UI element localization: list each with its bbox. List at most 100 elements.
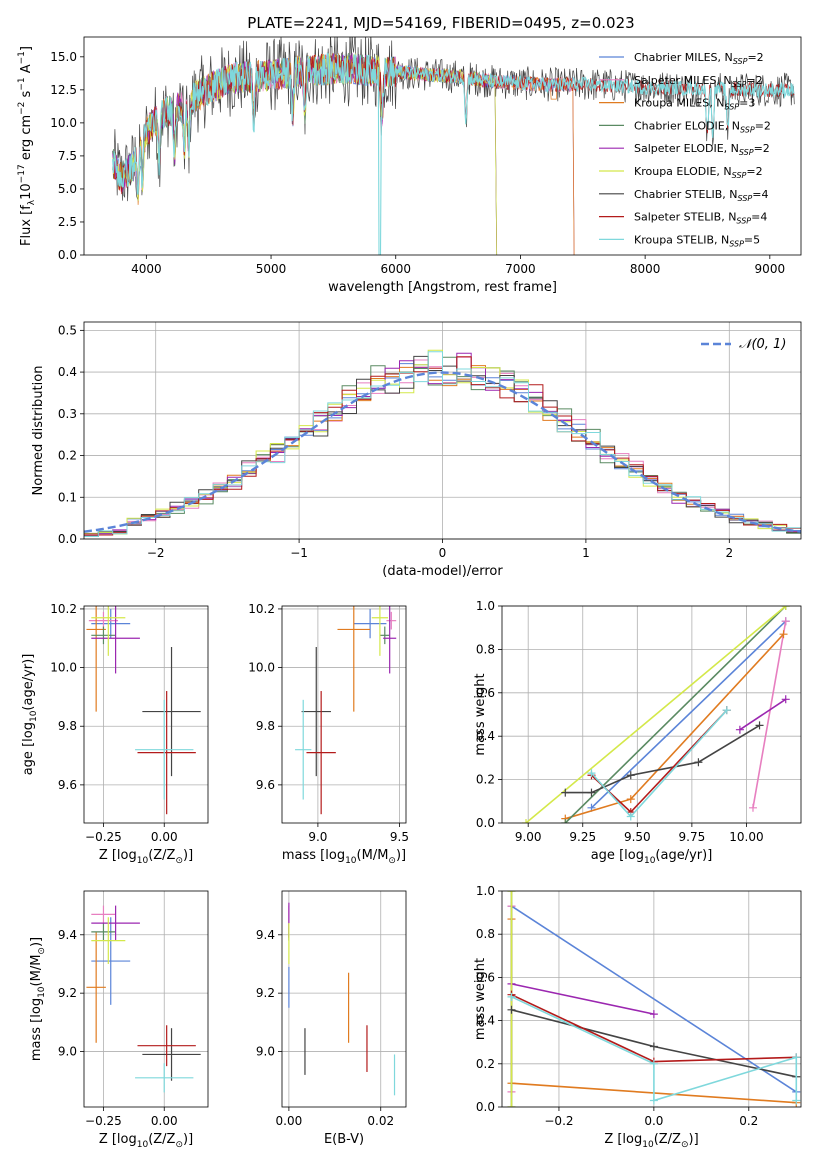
- plus-marker: [507, 1005, 516, 1014]
- plus-marker: [649, 1059, 658, 1068]
- legend-entry: Kroupa ELODIE, NSSP=2: [634, 165, 763, 180]
- x-tick-label: 0.00: [276, 1114, 303, 1128]
- y-tick-label: 9.4: [256, 928, 275, 942]
- y-tick-label: 0.4: [476, 729, 495, 743]
- mass-weight-line-chabrier-miles: [590, 620, 787, 809]
- y-axis-label: age [log10​(age/yr)]: [21, 654, 39, 776]
- y-axis-label: mass weight: [473, 958, 488, 1040]
- plus-marker: [755, 721, 764, 730]
- x-tick-label: 0: [439, 546, 447, 560]
- mass-weight-line-kroupa-elodie: [525, 606, 787, 823]
- y-tick-label: 10.0: [50, 661, 77, 675]
- plus-marker: [748, 803, 757, 812]
- errorbar-point-kroupa-miles: [86, 931, 106, 1043]
- mass-weight-line-salpeter-stelib: [590, 709, 728, 814]
- plot-area-massweight_vs_age: [522, 606, 790, 823]
- errorbar-point-chabrier-elodie: [379, 626, 390, 645]
- y-tick-label: 0.1: [58, 490, 77, 504]
- errorbar-point-salpeter-elodie: [383, 606, 397, 674]
- plus-marker: [694, 758, 703, 767]
- y-tick-label: 9.0: [58, 1045, 77, 1059]
- x-tick-label: 2: [725, 546, 733, 560]
- y-tick-label: 0.3: [58, 407, 77, 421]
- x-tick-label: 10.00: [729, 830, 763, 844]
- chart-title: PLATE=2241, MJD=54169, FIBERID=0495, z=0…: [247, 14, 634, 32]
- legend-entry: Salpeter ELODIE, NSSP=2: [634, 142, 770, 157]
- errorbar-point-salpeter-stelib: [137, 691, 196, 815]
- legend-entry: Chabrier ELODIE, NSSP=2: [634, 119, 771, 134]
- y-tick-label: 10.0: [248, 661, 275, 675]
- x-tick-label: −0.25: [85, 1114, 122, 1128]
- spectrum-line-salpeter-stelib: [112, 53, 795, 195]
- axes-age_vs_mass: 9.0 9.5 9.6 9.8 10.0 10.2 mass [log10​(M/M⊙​)]: [248, 602, 409, 866]
- y-tick-label: 10.2: [50, 602, 77, 616]
- x-tick-label: −1: [290, 546, 308, 560]
- axes-mass_vs_EBV: 0.00 0.02 9.0 9.2 9.4 E(B-V): [256, 890, 407, 1147]
- x-tick-label: 0.00: [151, 830, 178, 844]
- legend-entry: Salpeter MILES, NSSP=2: [634, 74, 763, 89]
- x-tick-label: 1: [582, 546, 590, 560]
- plus-marker: [779, 630, 788, 639]
- errorbar-point-kroupa-stelib: [295, 699, 312, 800]
- y-axis-label: mass [log10​(M/M⊙​)]: [29, 937, 47, 1061]
- x-axis-label: Z [log10​(Z/Z⊙​)]: [604, 1132, 698, 1150]
- y-tick-label: 0.8: [476, 927, 495, 941]
- y-tick-label: 9.4: [58, 928, 77, 942]
- y-tick-label: 0.0: [476, 1100, 495, 1114]
- plot-area-spectrum: [112, 37, 795, 255]
- plus-marker: [722, 706, 731, 715]
- y-tick-label: 0.4: [476, 1014, 495, 1028]
- mass-weight-line-salpeter-elodie: [739, 698, 787, 731]
- plus-marker: [781, 617, 790, 626]
- x-tick-label: 0.2: [739, 1114, 758, 1128]
- y-tick-label: 10.0: [50, 116, 77, 130]
- x-tick-label: −0.2: [544, 1114, 573, 1128]
- x-axis-label: age [log10​(age/yr)]: [591, 848, 713, 866]
- x-tick-label: 9.75: [679, 830, 706, 844]
- errorbar-point-chabrier-miles: [91, 917, 131, 1005]
- plus-marker: [507, 992, 516, 1001]
- axes-massweight_vs_age: 9.00 9.25 9.50 9.75 10.00 0.0 0.2 0.4 0.6 0.8 1.0 a…: [473, 599, 802, 866]
- errorbar-point-chabrier-elodie: [91, 923, 116, 941]
- axes-mass_vs_Z: −0.25 0.00 9.0 9.2 9.4 Z [log10​(Z/Z⊙​)] mass …: [29, 890, 209, 1150]
- x-tick-label: −0.25: [85, 830, 122, 844]
- axes-spectrum: 4000 5000 6000 7000 8000 9000 0.0 2.5 5.0 7.5 10.0…: [17, 36, 802, 295]
- x-axis-label: Z [log10​(Z/Z⊙​)]: [99, 848, 193, 866]
- spectrum-line-salpeter-elodie: [112, 53, 498, 255]
- legend-entry: Chabrier MILES, NSSP=2: [634, 51, 764, 66]
- plus-marker: [626, 812, 635, 821]
- x-tick-label: 0.02: [367, 1114, 394, 1128]
- x-tick-label: 9.50: [624, 830, 651, 844]
- x-tick-label: 9.25: [569, 830, 596, 844]
- errorbar-point-salpeter-miles: [91, 905, 116, 924]
- y-tick-label: 9.6: [58, 778, 77, 792]
- axes-residuals: −2 −1 0 1 2 0.0 0.1 0.2 0.3 0.4 0.5 (data-model)/er…: [31, 321, 802, 579]
- errorbar-point-kroupa-stelib: [135, 1063, 194, 1093]
- x-tick-label: 5000: [256, 262, 287, 276]
- y-tick-label: 5.0: [58, 182, 77, 196]
- errorbar-point-chabrier-stelib: [301, 647, 331, 777]
- y-tick-label: 0.2: [58, 449, 77, 463]
- legend-entry: Chabrier STELIB, NSSP=4: [634, 188, 768, 203]
- plus-marker: [626, 795, 635, 804]
- y-axis-label: Normed distribution: [31, 366, 46, 496]
- x-tick-label: 0.0: [644, 1114, 663, 1128]
- errorbar-point-salpeter-elodie: [91, 905, 140, 941]
- plot-area-mass_vs_Z: [86, 905, 201, 1093]
- errorbar-point-chabrier-stelib: [142, 647, 201, 777]
- plus-marker: [507, 891, 516, 895]
- y-tick-label: 0.0: [476, 816, 495, 830]
- plus-marker: [561, 819, 570, 823]
- y-tick-label: 10.2: [248, 602, 275, 616]
- x-tick-label: 9.5: [390, 830, 409, 844]
- axes-age_vs_Z: −0.25 0.00 9.6 9.8 10.0 10.2 Z [log10​(Z/Z⊙​)]…: [21, 602, 209, 866]
- spectrum-line-kroupa-stelib: [112, 52, 795, 255]
- plus-marker: [649, 1042, 658, 1051]
- y-tick-label: 0.5: [58, 323, 77, 337]
- y-tick-label: 9.8: [58, 719, 77, 733]
- y-tick-label: 9.2: [58, 986, 77, 1000]
- y-tick-label: 0.2: [476, 1057, 495, 1071]
- errorbar-point-salpeter-elodie: [91, 606, 140, 674]
- legend-entry: 𝒩(0, 1): [739, 337, 786, 352]
